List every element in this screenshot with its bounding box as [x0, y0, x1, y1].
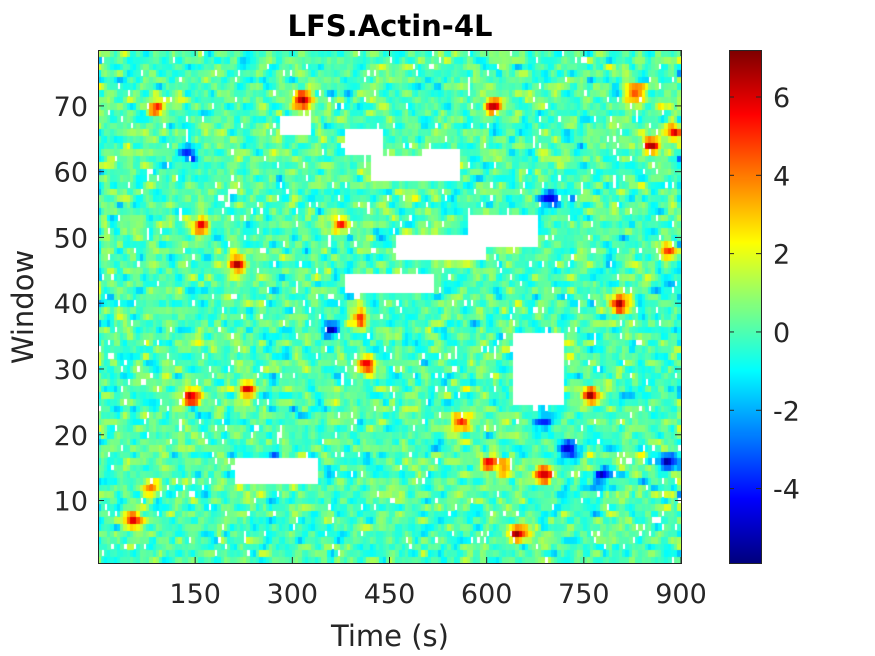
plot-frame: [98, 50, 682, 564]
colorbar-ticks: -4 -2 0 2 4 6: [729, 83, 800, 506]
x-tick-label: 150: [169, 579, 221, 610]
colorbar-tick-label: 4: [773, 161, 790, 192]
x-axis-ticks: 150 300 450 600 750 900: [169, 50, 707, 610]
colorbar-tick-label: 0: [773, 318, 790, 349]
x-tick-label: 600: [461, 579, 513, 610]
y-tick-label: 30: [54, 355, 88, 386]
y-tick-label: 50: [54, 223, 88, 254]
colorbar-frame: [729, 50, 762, 564]
x-tick-label: 300: [267, 579, 319, 610]
x-tick-label: 900: [655, 579, 707, 610]
heatmap-image: [98, 50, 681, 563]
y-tick-label: 40: [54, 289, 88, 320]
y-tick-label: 20: [54, 421, 88, 452]
colorbar-tick-label: 2: [773, 240, 790, 271]
y-tick-label: 10: [54, 487, 88, 518]
y-axis-label: Window: [6, 250, 40, 364]
x-tick-label: 750: [558, 579, 610, 610]
y-tick-label: 60: [54, 158, 88, 189]
x-tick-label: 450: [364, 579, 416, 610]
y-tick-label: 70: [54, 92, 88, 123]
chart-title: LFS.Actin-4L: [288, 9, 493, 43]
x-axis-label: Time (s): [330, 619, 449, 653]
colorbar-tick-label: 6: [773, 83, 790, 114]
colorbar-gradient: [729, 50, 761, 563]
colorbar-tick-label: -4: [773, 475, 800, 506]
y-axis-ticks: 10 20 30 40 50 60 70: [54, 92, 681, 518]
colorbar-tick-label: -2: [773, 396, 800, 427]
